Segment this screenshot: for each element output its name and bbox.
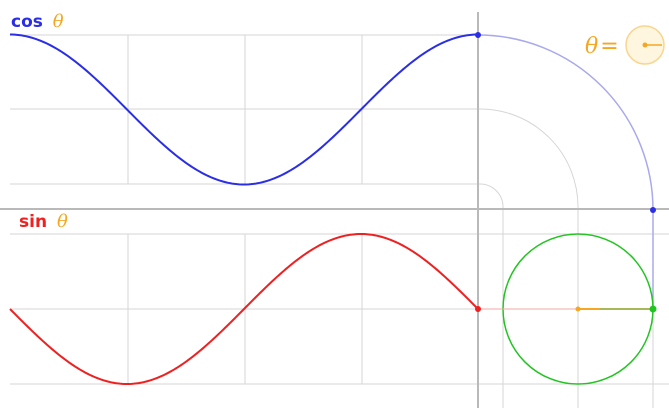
cos-transfer-arc bbox=[477, 34, 654, 309]
cos-label: cos θ bbox=[11, 11, 64, 32]
sin-point bbox=[475, 306, 481, 312]
cos-transfer-point bbox=[650, 207, 656, 213]
cos-point bbox=[475, 32, 481, 38]
guide-arc-mid bbox=[479, 108, 579, 208]
circle-center-point bbox=[575, 306, 581, 312]
circle-point bbox=[649, 305, 657, 313]
axes bbox=[0, 12, 669, 408]
cos-curve bbox=[9, 33, 479, 186]
theta-widget: θ= bbox=[585, 25, 665, 65]
theta-dial-center bbox=[642, 42, 648, 48]
guide-arc-inner bbox=[479, 183, 504, 208]
theta-label: θ= bbox=[585, 34, 619, 59]
sin-curve bbox=[9, 232, 479, 386]
sin-label: sin θ bbox=[19, 211, 68, 232]
